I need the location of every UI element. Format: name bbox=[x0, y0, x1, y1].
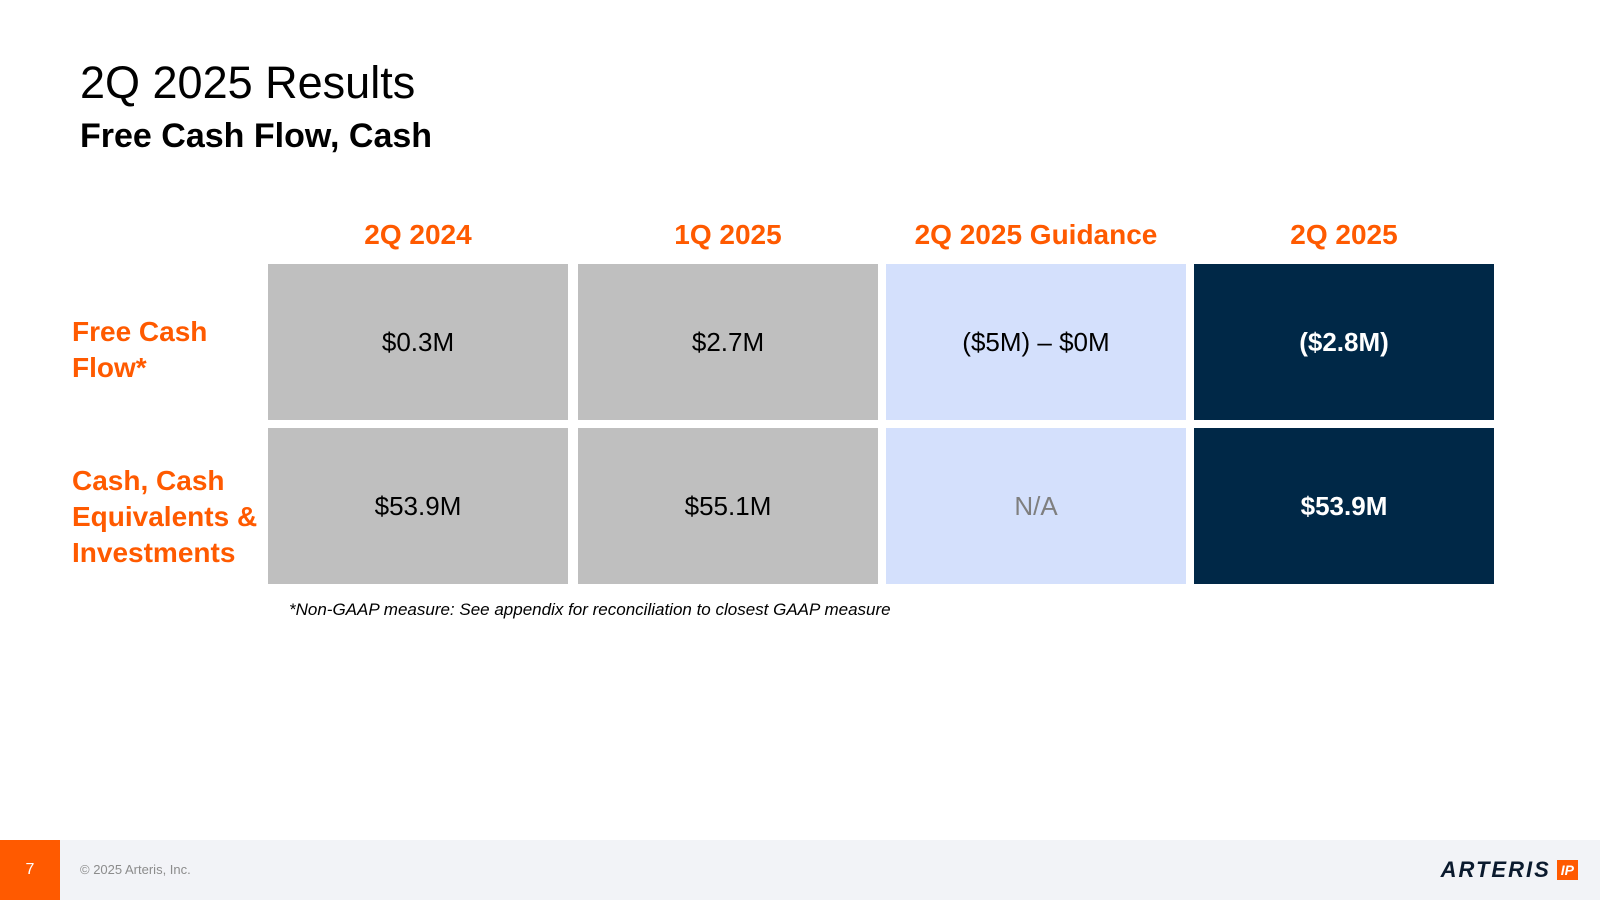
cell-fcf-2q-2025-guidance: ($5M) – $0M bbox=[886, 264, 1186, 420]
footnote: *Non-GAAP measure: See appendix for reco… bbox=[289, 600, 891, 619]
copyright: © 2025 Arteris, Inc. bbox=[80, 862, 191, 877]
cell-fcf-2q-2024: $0.3M bbox=[268, 264, 568, 420]
row-label-line: Equivalents & bbox=[72, 501, 258, 532]
cell-cash-2q-2024: $53.9M bbox=[268, 428, 568, 584]
slide-subtitle: Free Cash Flow, Cash bbox=[80, 117, 433, 155]
column-header-2q-2025-guidance: 2Q 2025 Guidance bbox=[914, 219, 1158, 250]
page-number: 7 bbox=[0, 840, 60, 900]
row-label-line: Investments bbox=[72, 537, 236, 568]
row-label-line: Cash, Cash bbox=[72, 465, 225, 496]
footer: 7 © 2025 Arteris, Inc. ARTERIS IP bbox=[0, 840, 1600, 900]
row-label-line: Flow* bbox=[72, 352, 147, 383]
cell-fcf-2q-2025: ($2.8M) bbox=[1194, 264, 1494, 420]
column-header-2q-2025: 2Q 2025 bbox=[1290, 219, 1398, 250]
cell-fcf-1q-2025: $2.7M bbox=[578, 264, 878, 420]
cell-cash-2q-2025: $53.9M bbox=[1194, 428, 1494, 584]
cell-cash-2q-2025-guidance: N/A bbox=[886, 428, 1186, 584]
company-logo: ARTERIS IP bbox=[1441, 857, 1578, 883]
row-label-cash: Cash, Cash Equivalents & Investments bbox=[72, 463, 282, 571]
cell-cash-1q-2025: $55.1M bbox=[578, 428, 878, 584]
row-label-line: Free Cash bbox=[72, 316, 208, 347]
column-header-2q-2024: 2Q 2024 bbox=[364, 219, 472, 250]
row-label-free-cash-flow: Free Cash Flow* bbox=[72, 314, 282, 386]
logo-badge: IP bbox=[1556, 860, 1578, 880]
logo-text: ARTERIS bbox=[1440, 857, 1551, 882]
column-header-1q-2025: 1Q 2025 bbox=[674, 219, 782, 250]
slide-title: 2Q 2025 Results bbox=[80, 57, 416, 108]
